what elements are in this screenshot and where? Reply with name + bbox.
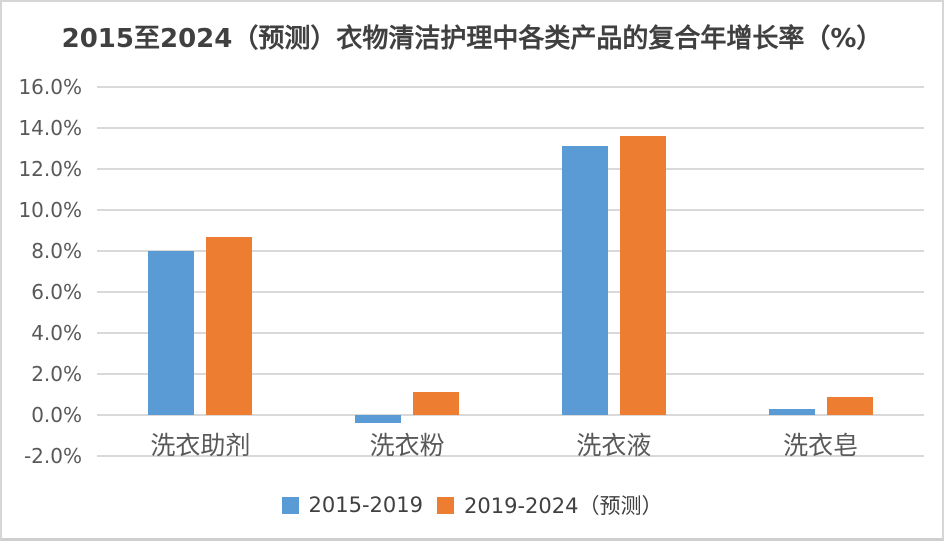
- series1-swatch-icon: [281, 496, 299, 514]
- bar-series2-cat1: [206, 236, 253, 415]
- gridline: [97, 414, 924, 416]
- gridline: [97, 332, 924, 334]
- gridline: [97, 209, 924, 211]
- gridline: [97, 168, 924, 170]
- legend-label-series2: 2019-2024（预测）: [464, 494, 663, 518]
- y-axis-tick-label: 0.0%: [31, 403, 82, 427]
- y-axis-tick-label: 16.0%: [18, 75, 82, 99]
- gridline: [97, 291, 924, 293]
- bar-series2-cat2: [413, 392, 460, 415]
- gridline: [97, 86, 924, 88]
- legend-item-series1: 2015-2019: [281, 493, 423, 517]
- y-axis-tick-label: 8.0%: [31, 239, 82, 263]
- bar-series1-cat1: [148, 251, 195, 415]
- y-axis-tick-label: -2.0%: [23, 444, 82, 468]
- y-axis-tick-label: 6.0%: [31, 280, 82, 304]
- series2-swatch-icon: [437, 496, 454, 514]
- chart-title: 2015至2024（预测）衣物清洁护理中各类产品的复合年增长率（%）: [61, 24, 883, 54]
- y-axis-tick-label: 10.0%: [18, 198, 82, 222]
- bar-series1-cat4: [768, 408, 815, 415]
- legend-item-series2: 2019-2024（预测）: [437, 490, 662, 520]
- y-axis-tick-label: 4.0%: [31, 321, 82, 345]
- bar-series2-cat4: [826, 396, 873, 415]
- y-axis-tick-label: 14.0%: [18, 116, 82, 140]
- legend-label-series1: 2015-2019: [308, 493, 423, 517]
- y-axis-tick-label: 2.0%: [31, 362, 82, 386]
- chart-legend: 2015-2019 2019-2024（预测）: [2, 490, 942, 520]
- gridline: [97, 455, 924, 457]
- gridline: [97, 127, 924, 129]
- bar-series2-cat3: [619, 136, 666, 415]
- bar-series1-cat2: [355, 415, 402, 424]
- x-axis-category-label: 洗衣皂: [783, 431, 859, 460]
- x-axis-category-label: 洗衣液: [576, 431, 652, 460]
- gridline: [97, 373, 924, 375]
- x-axis-category-label: 洗衣助剂: [150, 431, 251, 460]
- bar-series1-cat3: [561, 146, 608, 415]
- y-axis-tick-label: 12.0%: [18, 157, 82, 181]
- x-axis-category-label: 洗衣粉: [369, 431, 445, 460]
- gridline: [97, 250, 924, 252]
